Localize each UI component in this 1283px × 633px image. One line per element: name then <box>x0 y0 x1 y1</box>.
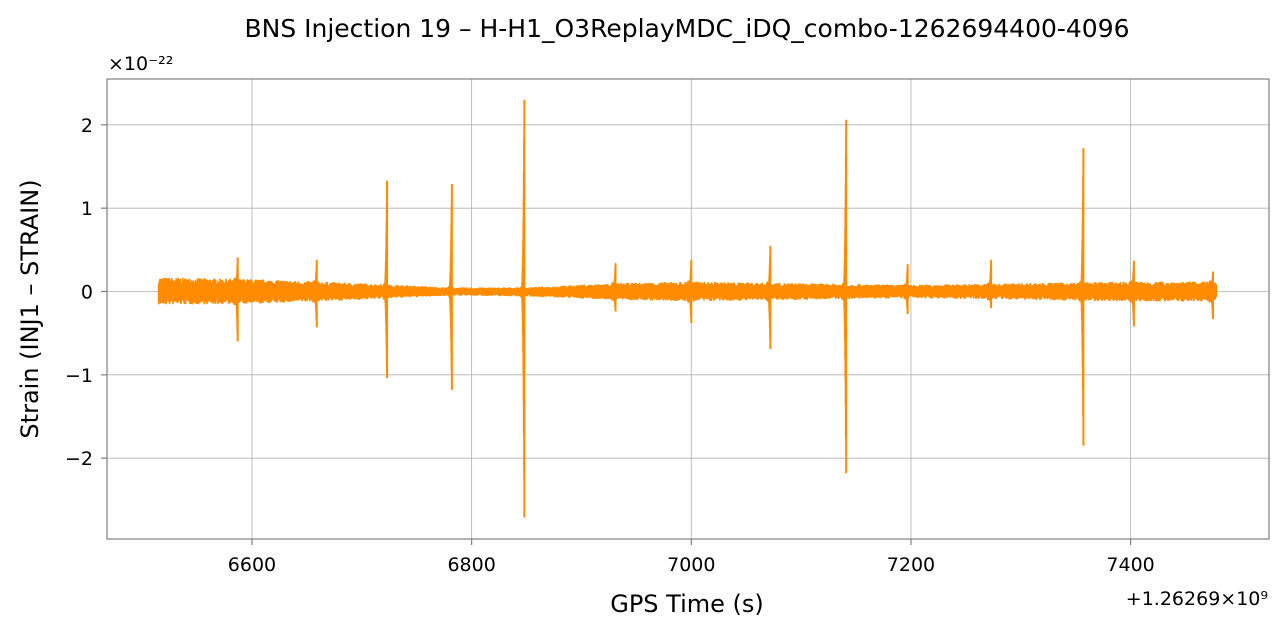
glitch-spike <box>687 259 693 324</box>
y-tick-label: −1 <box>65 365 93 387</box>
glitch-spike <box>903 263 909 314</box>
glitch-spike <box>312 259 318 328</box>
y-scale-label: ×10⁻²² <box>108 53 173 75</box>
x-tick-label: 6600 <box>228 554 276 576</box>
x-offset-label: +1.26269×10⁹ <box>1126 588 1268 610</box>
x-axis-label: GPS Time (s) <box>610 590 764 618</box>
glitch-spike <box>1079 148 1085 446</box>
y-tick-label: −2 <box>65 448 93 470</box>
strain-series <box>157 99 1218 518</box>
y-tick-label: 1 <box>81 198 93 220</box>
glitch-spike <box>233 257 239 342</box>
x-tick-label: 7000 <box>667 554 715 576</box>
grid <box>107 79 1269 539</box>
glitch-spike <box>986 259 993 309</box>
chart-title: BNS Injection 19 – H-H1_O3ReplayMDC_iDQ_… <box>244 14 1129 43</box>
x-tick-label: 6800 <box>447 554 495 576</box>
glitch-spike <box>766 245 772 349</box>
glitch-spike <box>611 263 617 312</box>
y-tick-label: 2 <box>81 115 93 137</box>
y-tick-label: 0 <box>81 282 93 304</box>
y-axis-label: Strain (INJ1 – STRAIN) <box>16 179 44 438</box>
glitch-spike <box>841 119 848 474</box>
glitch-spike <box>1129 260 1135 327</box>
x-tick-label: 7200 <box>887 554 935 576</box>
glitch-spike <box>382 180 389 379</box>
x-ticks: 6600 6800 7000 7200 7400 <box>228 539 1155 576</box>
y-ticks: −2 −1 0 1 2 <box>65 115 107 470</box>
glitch-spike <box>447 183 453 390</box>
x-tick-label: 7400 <box>1106 554 1154 576</box>
glitch-spike <box>520 99 526 518</box>
glitch-spike <box>1208 271 1214 319</box>
plot-frame <box>106 78 1270 540</box>
